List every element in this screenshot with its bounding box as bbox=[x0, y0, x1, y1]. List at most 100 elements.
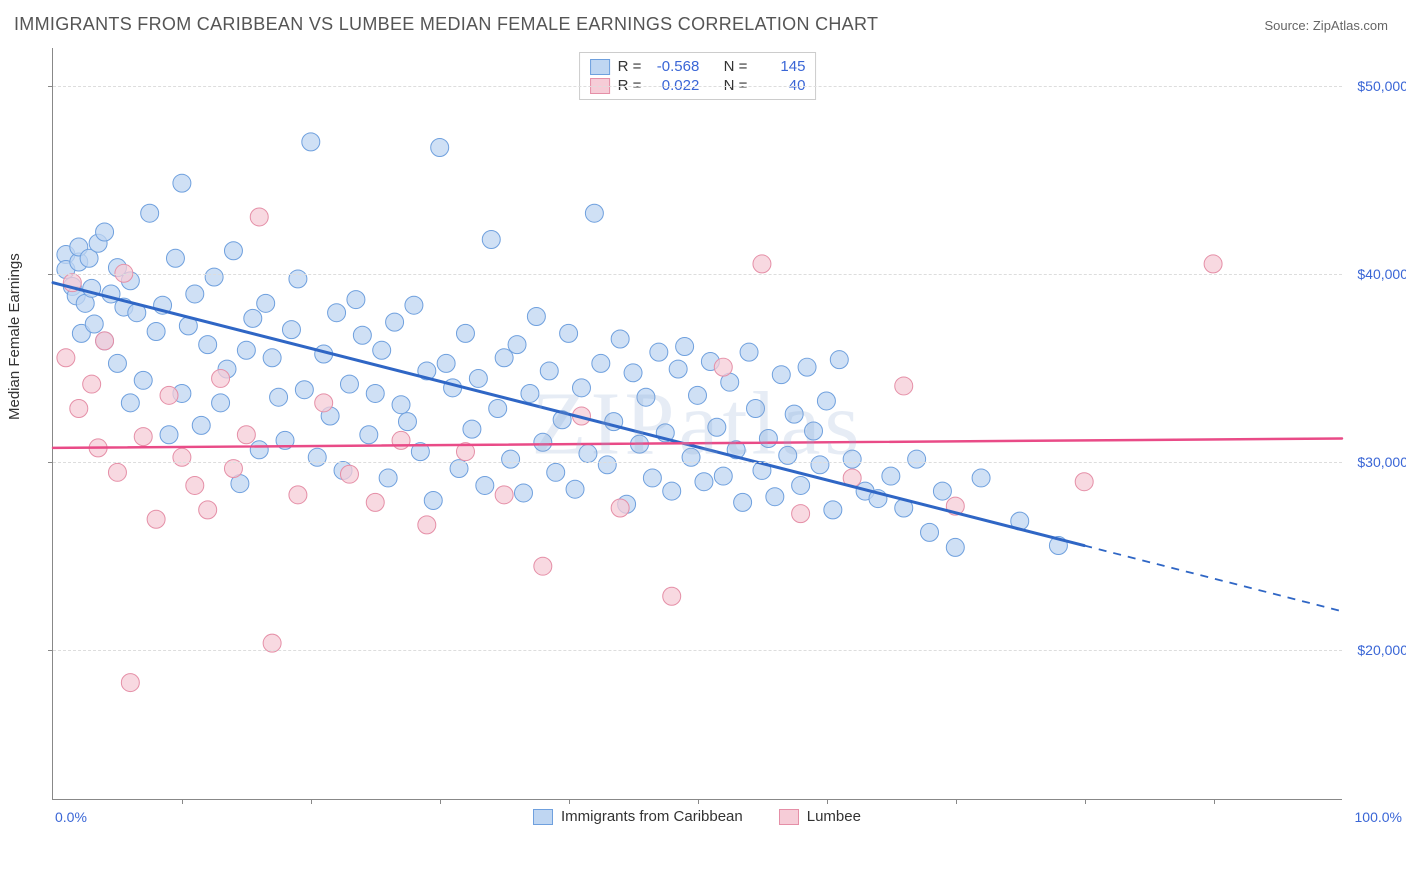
x-tick-mark bbox=[569, 799, 570, 804]
data-point bbox=[908, 450, 926, 468]
chart-area: ZIPatlas R = -0.568 N = 145 R = 0.022 N … bbox=[52, 48, 1342, 800]
data-point bbox=[289, 486, 307, 504]
data-point bbox=[282, 321, 300, 339]
data-point bbox=[792, 476, 810, 494]
data-point bbox=[514, 484, 532, 502]
data-point bbox=[766, 488, 784, 506]
x-tick-mark bbox=[698, 799, 699, 804]
data-point bbox=[373, 341, 391, 359]
y-tick-mark bbox=[48, 274, 53, 275]
data-point bbox=[676, 338, 694, 356]
data-point bbox=[643, 469, 661, 487]
data-point bbox=[270, 388, 288, 406]
data-point bbox=[463, 420, 481, 438]
y-tick-mark bbox=[48, 650, 53, 651]
data-point bbox=[946, 538, 964, 556]
data-point bbox=[186, 285, 204, 303]
data-point bbox=[121, 394, 139, 412]
data-point bbox=[798, 358, 816, 376]
source-citation: Source: ZipAtlas.com bbox=[1264, 18, 1388, 33]
data-point bbox=[521, 384, 539, 402]
data-point bbox=[173, 174, 191, 192]
data-point bbox=[108, 463, 126, 481]
data-point bbox=[592, 354, 610, 372]
data-point bbox=[598, 456, 616, 474]
data-point bbox=[663, 587, 681, 605]
data-point bbox=[527, 307, 545, 325]
data-point bbox=[134, 428, 152, 446]
page-title: IMMIGRANTS FROM CARIBBEAN VS LUMBEE MEDI… bbox=[14, 14, 878, 35]
data-point bbox=[695, 473, 713, 491]
data-point bbox=[160, 386, 178, 404]
data-point bbox=[186, 476, 204, 494]
data-point bbox=[108, 354, 126, 372]
data-point bbox=[547, 463, 565, 481]
r-value-caribbean: -0.568 bbox=[649, 58, 699, 75]
data-point bbox=[611, 499, 629, 517]
data-point bbox=[456, 324, 474, 342]
data-point bbox=[534, 557, 552, 575]
legend-item-lumbee: Lumbee bbox=[779, 808, 861, 825]
legend-swatch-icon bbox=[779, 809, 799, 825]
data-point bbox=[57, 349, 75, 367]
legend-label: Immigrants from Caribbean bbox=[561, 808, 743, 825]
data-point bbox=[489, 399, 507, 417]
data-point bbox=[566, 480, 584, 498]
data-point bbox=[476, 476, 494, 494]
data-point bbox=[173, 448, 191, 466]
data-point bbox=[347, 291, 365, 309]
data-point bbox=[295, 381, 313, 399]
data-point bbox=[972, 469, 990, 487]
data-point bbox=[418, 516, 436, 534]
data-point bbox=[166, 249, 184, 267]
data-point bbox=[199, 501, 217, 519]
data-point bbox=[714, 467, 732, 485]
legend-row-caribbean: R = -0.568 N = 145 bbox=[590, 57, 806, 76]
data-point bbox=[366, 493, 384, 511]
y-tick-label: $30,000 bbox=[1357, 454, 1406, 470]
data-point bbox=[469, 369, 487, 387]
x-tick-mark bbox=[311, 799, 312, 804]
y-tick-mark bbox=[48, 86, 53, 87]
data-point bbox=[714, 358, 732, 376]
n-label: N = bbox=[724, 58, 748, 75]
data-point bbox=[212, 394, 230, 412]
x-tick-mark bbox=[440, 799, 441, 804]
data-point bbox=[747, 399, 765, 417]
correlation-legend: R = -0.568 N = 145 R = 0.022 N = 40 bbox=[579, 52, 817, 100]
y-axis-label: Median Female Earnings bbox=[6, 253, 23, 420]
data-point bbox=[237, 426, 255, 444]
data-point bbox=[495, 349, 513, 367]
data-point bbox=[308, 448, 326, 466]
y-tick-mark bbox=[48, 462, 53, 463]
gridline bbox=[53, 86, 1342, 87]
data-point bbox=[921, 523, 939, 541]
data-point bbox=[205, 268, 223, 286]
source-label: Source: bbox=[1264, 18, 1312, 33]
data-point bbox=[817, 392, 835, 410]
data-point bbox=[824, 501, 842, 519]
data-point bbox=[392, 431, 410, 449]
data-point bbox=[772, 366, 790, 384]
data-point bbox=[579, 445, 597, 463]
data-point bbox=[250, 441, 268, 459]
data-point bbox=[398, 413, 416, 431]
data-point bbox=[360, 426, 378, 444]
source-value: ZipAtlas.com bbox=[1313, 18, 1388, 33]
data-point bbox=[405, 296, 423, 314]
data-point bbox=[1204, 255, 1222, 273]
data-point bbox=[572, 379, 590, 397]
data-point bbox=[495, 486, 513, 504]
data-point bbox=[424, 491, 442, 509]
data-point bbox=[785, 405, 803, 423]
data-point bbox=[85, 315, 103, 333]
legend-swatch-icon bbox=[533, 809, 553, 825]
data-point bbox=[624, 364, 642, 382]
data-point bbox=[508, 336, 526, 354]
data-point bbox=[534, 433, 552, 451]
data-point bbox=[379, 469, 397, 487]
data-point bbox=[96, 223, 114, 241]
scatter-plot-svg bbox=[53, 48, 1342, 799]
data-point bbox=[431, 139, 449, 157]
data-point bbox=[147, 510, 165, 528]
